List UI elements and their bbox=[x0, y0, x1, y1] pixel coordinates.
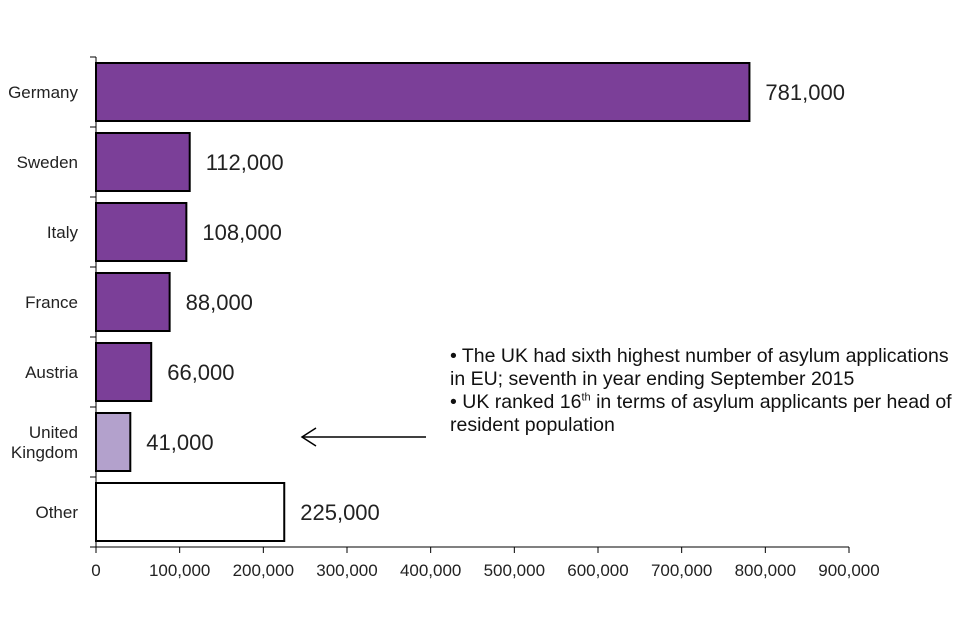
category-label-line: France bbox=[25, 293, 78, 312]
annotation-text: • The UK had sixth highest number of asy… bbox=[450, 345, 955, 437]
bar-2 bbox=[95, 202, 188, 262]
category-label-line: Italy bbox=[47, 223, 79, 242]
annotation-bullet-2: • UK ranked 16th in terms of asylum appl… bbox=[450, 391, 955, 437]
category-label-2: Italy bbox=[47, 223, 79, 242]
bar-1 bbox=[95, 132, 191, 192]
x-tick-label-8: 800,000 bbox=[735, 561, 796, 580]
category-label-0: Germany bbox=[8, 83, 78, 102]
category-label-6: Other bbox=[35, 503, 78, 522]
category-label-1: Sweden bbox=[17, 153, 78, 172]
value-label-3: 88,000 bbox=[186, 290, 253, 315]
bars-group bbox=[95, 62, 751, 542]
x-tick-label-1: 100,000 bbox=[149, 561, 210, 580]
value-label-0: 781,000 bbox=[765, 80, 845, 105]
annotation-bullet-2-end: in terms of asylum applicants per head o… bbox=[450, 391, 952, 436]
category-label-4: Austria bbox=[25, 363, 78, 382]
bar-3 bbox=[95, 272, 171, 332]
annotation-arrow bbox=[300, 427, 426, 447]
category-label-line: Sweden bbox=[17, 153, 78, 172]
x-tick-label-0: 0 bbox=[91, 561, 100, 580]
category-label-3: France bbox=[25, 293, 78, 312]
x-tick-label-9: 900,000 bbox=[818, 561, 879, 580]
category-label-line: Germany bbox=[8, 83, 78, 102]
annotation-bullet-2-start: • UK ranked 16 bbox=[450, 391, 582, 413]
x-tick-label-3: 300,000 bbox=[316, 561, 377, 580]
category-label-line: Austria bbox=[25, 363, 78, 382]
bar-5 bbox=[95, 412, 132, 472]
annotation-bullet-2-sup: th bbox=[581, 391, 591, 404]
category-label-line: Other bbox=[35, 503, 78, 522]
axes-group bbox=[90, 56, 850, 553]
value-label-4: 66,000 bbox=[167, 360, 234, 385]
x-tick-label-6: 600,000 bbox=[567, 561, 628, 580]
x-tick-label-4: 400,000 bbox=[400, 561, 461, 580]
category-label-5: United Kingdom bbox=[11, 423, 78, 462]
value-label-5: 41,000 bbox=[146, 430, 213, 455]
bar-6 bbox=[95, 482, 286, 542]
x-tick-label-5: 500,000 bbox=[484, 561, 545, 580]
value-label-2: 108,000 bbox=[202, 220, 282, 245]
x-tick-label-2: 200,000 bbox=[233, 561, 294, 580]
category-label-line: Kingdom bbox=[11, 443, 78, 462]
bar-0 bbox=[95, 62, 751, 122]
category-label-line: United bbox=[29, 423, 78, 442]
bar-4 bbox=[95, 342, 153, 402]
x-tick-label-7: 700,000 bbox=[651, 561, 712, 580]
value-label-6: 225,000 bbox=[300, 500, 380, 525]
annotation-bullet-1: • The UK had sixth highest number of asy… bbox=[450, 345, 949, 390]
labels-group: 781,000 Germany 112,000 Sweden 108,000 Italy 8… bbox=[8, 80, 880, 580]
value-label-1: 112,000 bbox=[206, 150, 284, 175]
